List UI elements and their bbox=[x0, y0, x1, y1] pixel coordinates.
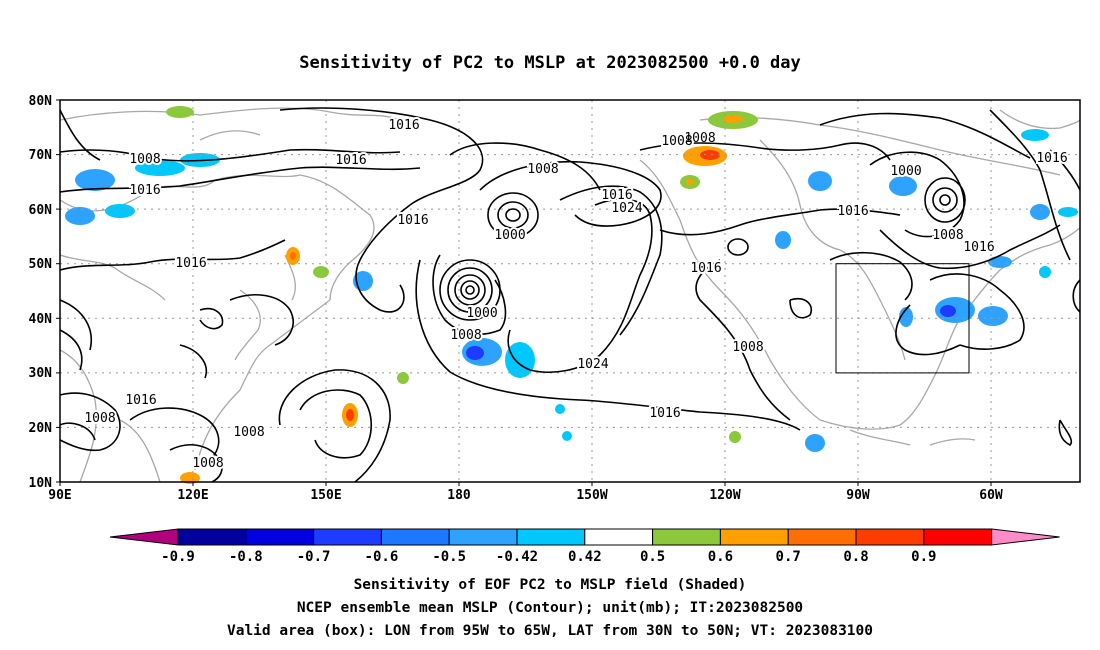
contour-label: 1008 bbox=[684, 131, 715, 146]
map-panel: 1016 1008 1016 1016 1008 1000 1016 1016 … bbox=[59, 99, 1081, 484]
contour-label: 1008 bbox=[932, 228, 963, 243]
contour-label: 1016 bbox=[388, 118, 419, 133]
lon-tick-label: 150W bbox=[576, 488, 607, 503]
colorbar: -0.9 -0.8 -0.7 -0.6 -0.5 -0.42 0.42 0.5 0.6 0.7 0.… bbox=[109, 528, 1060, 565]
contour-label: 1024 bbox=[611, 201, 642, 216]
contour-label: 1016 bbox=[601, 188, 632, 203]
lat-tick-label: 40N bbox=[29, 312, 53, 327]
colorbar-label: -0.5 bbox=[432, 549, 466, 565]
contour-label: 1016 bbox=[649, 406, 680, 421]
colorbar-swatch bbox=[855, 528, 925, 546]
contour-label: 1024 bbox=[577, 357, 608, 372]
colorbar-label: -0.8 bbox=[229, 549, 263, 565]
contour-labels: 1016 1008 1016 1016 1008 1000 1016 1016 … bbox=[82, 116, 1069, 473]
colorbar-label: 0.8 bbox=[843, 549, 868, 565]
colorbar-swatch bbox=[177, 528, 247, 546]
map-frame bbox=[59, 99, 1081, 483]
colorbar-end-high bbox=[991, 528, 1060, 546]
contour-label: 1016 bbox=[125, 393, 156, 408]
colorbar-swatch bbox=[448, 528, 518, 546]
colorbar-label: -0.7 bbox=[297, 549, 331, 565]
lat-tick-label: 80N bbox=[29, 94, 53, 109]
lat-tick-label: 20N bbox=[29, 421, 53, 436]
contour-label: 1008 bbox=[527, 162, 558, 177]
caption-line-3: Valid area (box): LON from 95W to 65W, L… bbox=[227, 623, 873, 639]
lat-tick-label: 50N bbox=[29, 257, 53, 272]
contour-label: 1016 bbox=[690, 261, 721, 276]
colorbar-swatch bbox=[787, 528, 857, 546]
contour-label: 1000 bbox=[890, 164, 921, 179]
figure-title: Sensitivity of PC2 to MSLP at 2023082500… bbox=[299, 53, 801, 73]
contour-label: 1008 bbox=[661, 134, 692, 149]
colorbar-swatch bbox=[719, 528, 789, 546]
lat-tick-label: 30N bbox=[29, 366, 53, 381]
colorbar-swatch bbox=[584, 528, 654, 546]
contour-label: 1008 bbox=[129, 152, 160, 167]
colorbar-label: 0.6 bbox=[708, 549, 733, 565]
lon-tick-label: 150E bbox=[310, 488, 341, 503]
colorbar-swatch bbox=[245, 528, 315, 546]
contour-label: 1016 bbox=[1036, 151, 1067, 166]
contour-label: 1008 bbox=[192, 456, 223, 471]
colorbar-swatch bbox=[380, 528, 450, 546]
colorbar-label: 0.42 bbox=[568, 549, 602, 565]
contour-label: 1016 bbox=[129, 183, 160, 198]
lon-tick-label: 90W bbox=[846, 488, 870, 503]
lon-tick-label: 180 bbox=[447, 488, 471, 503]
lat-tick-label: 70N bbox=[29, 148, 53, 163]
colorbar-end-low bbox=[109, 528, 179, 546]
caption-line-1: Sensitivity of EOF PC2 to MSLP field (Sh… bbox=[354, 577, 747, 593]
contour-label: 1016 bbox=[397, 213, 428, 228]
colorbar-swatch bbox=[516, 528, 586, 546]
colorbar-swatch bbox=[923, 528, 993, 546]
colorbar-label: -0.9 bbox=[161, 549, 195, 565]
colorbar-label: -0.42 bbox=[496, 549, 538, 565]
contour-label: 1008 bbox=[732, 340, 763, 355]
lon-axis: 90E 120E 150E 180 150W 120W 90W 60W bbox=[48, 482, 1003, 503]
map-background bbox=[60, 100, 1080, 482]
contour-label: 1008 bbox=[84, 411, 115, 426]
mslp-contours bbox=[59, 107, 1081, 483]
lat-tick-label: 10N bbox=[29, 476, 53, 491]
colorbar-label: -0.6 bbox=[365, 549, 399, 565]
lat-tick-label: 60N bbox=[29, 203, 53, 218]
lat-axis: 80N 70N 60N 50N 40N 30N 20N 10N bbox=[29, 94, 60, 491]
colorbar-label: 0.7 bbox=[776, 549, 801, 565]
caption-line-2: NCEP ensemble mean MSLP (Contour); unit(… bbox=[297, 600, 803, 616]
contour-label: 1016 bbox=[963, 240, 994, 255]
contour-label: 1016 bbox=[837, 204, 868, 219]
colorbar-label: 0.5 bbox=[640, 549, 665, 565]
colorbar-label: 0.9 bbox=[911, 549, 936, 565]
lon-tick-label: 90E bbox=[48, 488, 71, 503]
valid-area-box bbox=[835, 263, 970, 374]
colorbar-swatch bbox=[313, 528, 382, 546]
contour-label: 1016 bbox=[335, 153, 366, 168]
lon-tick-label: 120W bbox=[709, 488, 740, 503]
contour-label: 1008 bbox=[233, 425, 264, 440]
colorbar-swatch bbox=[652, 528, 721, 546]
graticule bbox=[60, 100, 1080, 482]
contour-label: 1016 bbox=[175, 256, 206, 271]
lon-tick-label: 60W bbox=[979, 488, 1003, 503]
lon-tick-label: 120E bbox=[177, 488, 208, 503]
contour-label: 1008 bbox=[450, 328, 481, 343]
contour-label: 1000 bbox=[466, 306, 497, 321]
contour-label: 1000 bbox=[494, 228, 525, 243]
